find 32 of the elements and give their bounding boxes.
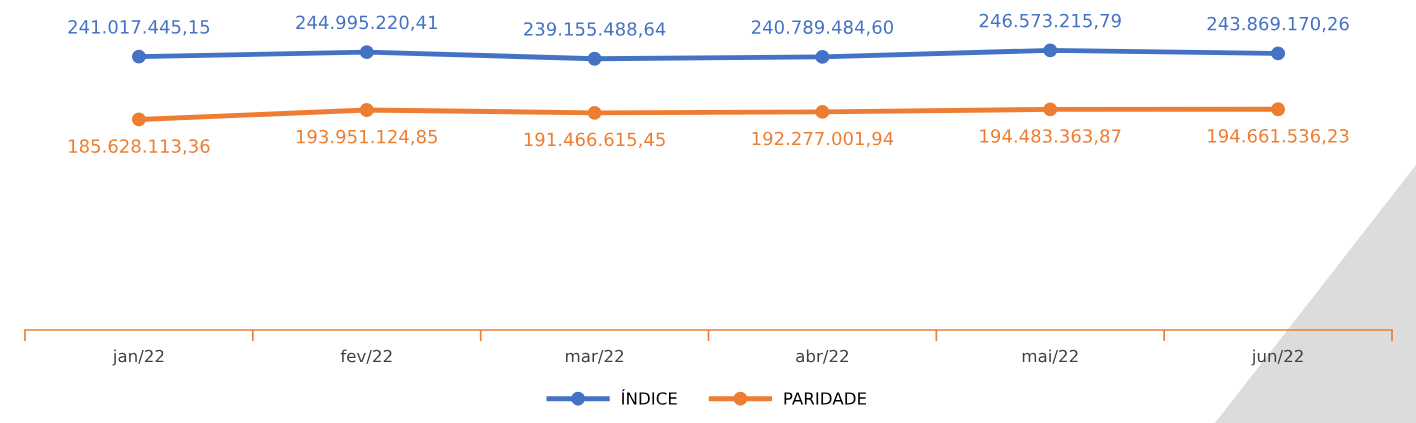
data-label: 191.466.615,45: [524, 132, 665, 149]
data-label: 192.277.001,94: [752, 131, 894, 148]
data-label: 240.789.484,60: [751, 20, 894, 36]
point: [359, 45, 374, 60]
point: [815, 104, 830, 119]
x-tick-label: fev/22: [340, 349, 392, 364]
x-tick-label: abr/22: [796, 349, 848, 364]
point: [131, 49, 146, 64]
x-tick-label: mai/22: [1022, 349, 1078, 364]
data-label: 194.483.363,87: [980, 129, 1121, 145]
data-label: 244.995.220,41: [296, 15, 437, 32]
legend-label: ÍNDICE: [621, 389, 677, 405]
x-tick-label: jun/22: [1251, 349, 1303, 366]
point: [1271, 102, 1286, 117]
x-tick-label: jan/22: [112, 349, 164, 366]
data-label: 246.573.215,79: [979, 13, 1121, 30]
data-label: 194.661.536,23: [1208, 128, 1349, 145]
point: [587, 105, 602, 120]
point: [1043, 43, 1058, 58]
data-label: 193.951.124,85: [296, 129, 437, 146]
point: [359, 103, 374, 117]
point: [1043, 102, 1058, 117]
point: [131, 112, 146, 127]
data-label: 241.017.445,15: [68, 20, 210, 36]
point: [587, 51, 602, 66]
x-tick-label: mar/22: [566, 349, 623, 364]
point: [815, 49, 830, 64]
data-label: 185.628.113,36: [69, 139, 210, 155]
data-label: 239.155.488,64: [524, 22, 666, 38]
data-label: 243.869.170,26: [1207, 16, 1349, 33]
legend-label: PARIDADE: [784, 392, 867, 405]
point: [1271, 46, 1286, 61]
